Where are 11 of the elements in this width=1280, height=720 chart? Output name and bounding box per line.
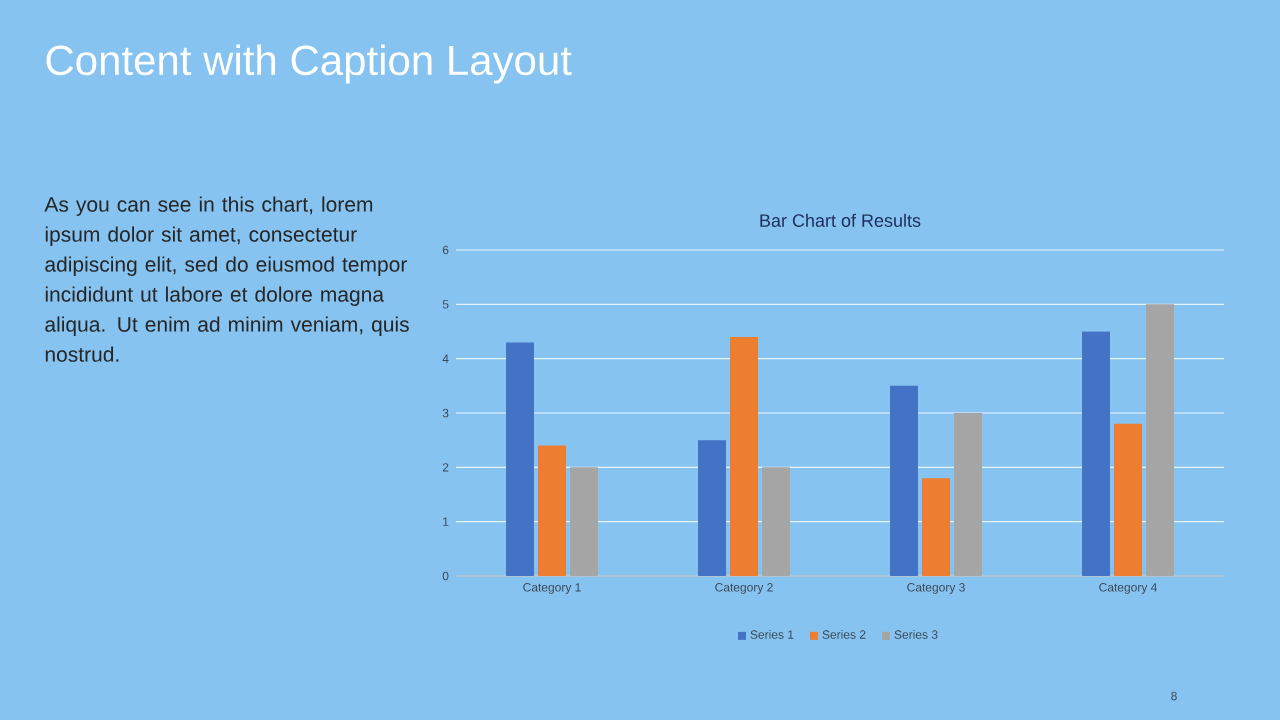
bar [506,342,534,576]
bar [1082,331,1110,576]
bar [698,440,727,576]
bar [890,385,918,576]
bar [538,445,567,576]
bar [1114,423,1142,576]
text: Content with Caption Layout [46,44,572,84]
bar [730,336,758,576]
bar [922,478,950,576]
text: As you can see in this chart, lorem ipsum dolor sit amet, consectetur adipiscing elit, sed do eiusmod tempor incididunt ut labore et dolore magna aliqua. Ut enim ad minim veniam, quis nostrud. [44,196,409,362]
chart-title: Bar Chart of Results [760,213,921,227]
